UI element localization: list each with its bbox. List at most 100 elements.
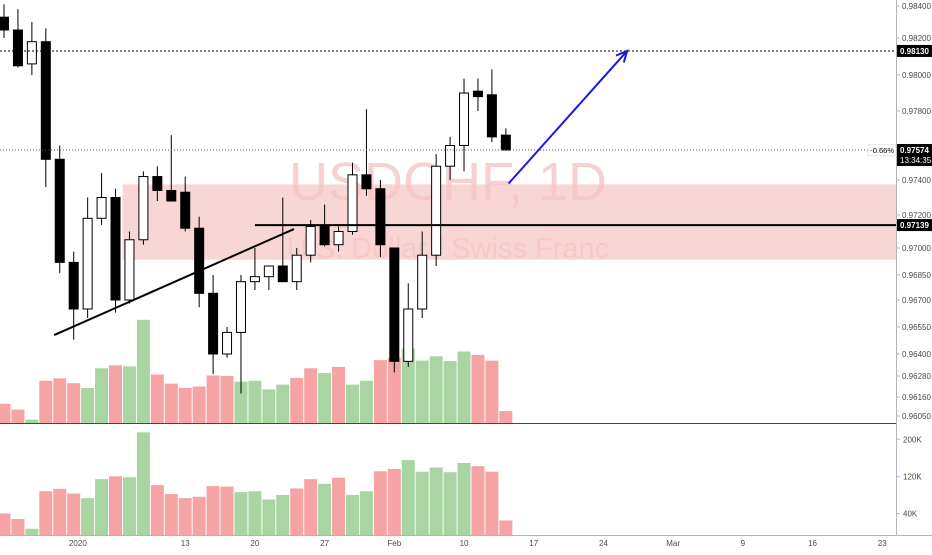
volume-overlay-bar	[290, 377, 304, 423]
volume-overlay-bar	[359, 380, 373, 423]
candle[interactable]	[12, 9, 23, 68]
volume-overlay-bar	[262, 389, 276, 423]
volume-bar	[220, 486, 234, 535]
volume-overlay-bar	[192, 386, 206, 423]
candle[interactable]	[82, 197, 93, 319]
time-axis[interactable]: 232020132027Feb101724Mar91623	[0, 539, 887, 548]
price-change-badge-bg	[867, 144, 897, 156]
volume-bar	[53, 488, 67, 535]
price-badge: 0.98130	[897, 44, 932, 57]
trend-line[interactable]	[53, 228, 295, 337]
candle-body-up	[347, 174, 358, 232]
volume-overlay-bar	[122, 366, 136, 423]
candle[interactable]	[40, 28, 51, 187]
volume-bars-layer	[0, 319, 513, 535]
candle-body-up	[305, 226, 316, 256]
volume-overlay-bar	[373, 360, 387, 423]
price-badge: 0.97139	[897, 219, 932, 232]
volume-bar	[457, 462, 471, 535]
candle-body-down	[54, 158, 65, 263]
candle[interactable]	[291, 248, 302, 290]
candle[interactable]	[166, 135, 177, 202]
volume-bar	[178, 498, 192, 535]
candle[interactable]	[194, 216, 205, 308]
volume-bar	[443, 472, 457, 535]
volume-axis[interactable]: 200K 120K 40K	[896, 435, 922, 518]
volume-bar	[136, 432, 150, 535]
candle[interactable]	[68, 251, 79, 340]
candle-body-up	[138, 176, 149, 241]
volume-bar	[373, 471, 387, 535]
candle[interactable]	[417, 231, 428, 319]
time-tick-label: 13	[181, 539, 190, 548]
price-tick-label: 0.98000	[902, 71, 931, 80]
volume-bar	[248, 491, 262, 535]
countdown-label: 13:34:35	[900, 156, 932, 165]
candle[interactable]	[277, 197, 288, 283]
candle[interactable]	[180, 176, 191, 232]
candle[interactable]	[361, 109, 372, 196]
volume-bar	[290, 488, 304, 535]
volume-bar	[262, 499, 276, 535]
candle-body-up	[263, 265, 274, 278]
candle[interactable]	[263, 265, 274, 290]
candle[interactable]	[431, 154, 442, 266]
candle[interactable]	[333, 226, 344, 252]
candle[interactable]	[96, 173, 107, 225]
volume-overlay-bar	[485, 360, 499, 423]
candle[interactable]	[500, 128, 511, 151]
volume-tick-label: 120K	[903, 472, 922, 481]
candle[interactable]	[445, 136, 456, 180]
candle[interactable]	[235, 275, 246, 394]
candle-body-down	[0, 16, 9, 31]
candle[interactable]	[138, 171, 149, 245]
volume-overlay-bar	[25, 419, 39, 423]
price-tick-label: 0.96280	[902, 372, 931, 381]
candle-body-down	[12, 29, 23, 67]
candle[interactable]	[222, 327, 233, 358]
candle-body-down	[361, 174, 372, 190]
candle-body-up	[235, 281, 246, 333]
candle-body-up	[82, 217, 93, 310]
candle[interactable]	[152, 166, 163, 201]
volume-tick-label: 40K	[903, 509, 918, 518]
candle[interactable]	[54, 145, 65, 274]
level-badge-bg	[897, 219, 932, 232]
candle[interactable]	[110, 188, 121, 313]
projection-arrow[interactable]	[507, 49, 629, 185]
candle[interactable]	[0, 4, 9, 38]
volume-bar	[359, 491, 373, 535]
candle[interactable]	[472, 78, 483, 111]
volume-overlay-bar	[11, 409, 25, 423]
time-tick-label: Mar	[666, 539, 680, 548]
candle[interactable]	[403, 283, 414, 367]
resistance-zone[interactable]	[122, 184, 897, 260]
level-badge-label: 0.98130	[900, 47, 929, 56]
volume-overlay-bar	[346, 384, 359, 423]
volume-overlay-bar	[471, 354, 485, 423]
price-axis[interactable]: 0.98400 0.98200 0.98000 0.97800 0.97400 0.972…	[896, 2, 931, 421]
price-tick-label: 0.96050	[902, 412, 931, 421]
candle[interactable]	[305, 219, 316, 263]
candle-body-down	[486, 94, 497, 138]
volume-overlay-bar	[81, 387, 95, 423]
candle-body-down	[194, 227, 205, 294]
volume-overlay-bar	[136, 319, 150, 423]
price-tick-label: 0.97000	[902, 244, 931, 253]
candle[interactable]	[486, 69, 497, 143]
candle[interactable]	[124, 231, 135, 304]
level-badge-label: 0.97139	[900, 221, 929, 230]
candle[interactable]	[375, 180, 386, 257]
candle[interactable]	[389, 247, 400, 373]
candle[interactable]	[249, 248, 260, 290]
candle[interactable]	[26, 22, 37, 75]
time-tick-label: 20	[250, 539, 259, 548]
price-tick-label: 0.96700	[902, 296, 931, 305]
candle[interactable]	[208, 275, 219, 375]
candle[interactable]	[459, 78, 470, 172]
volume-tick-label: 200K	[903, 435, 922, 444]
candle[interactable]	[347, 162, 358, 235]
